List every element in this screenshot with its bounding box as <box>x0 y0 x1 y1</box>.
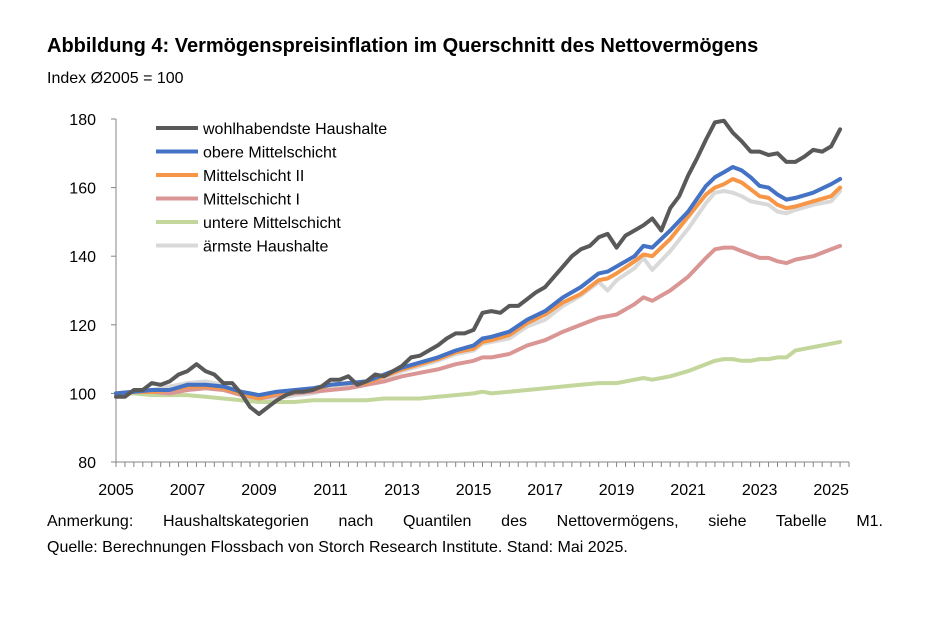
x-tick-label: 2009 <box>241 482 277 499</box>
chart-legend: wohlhabendste Haushalte obere Mittelschic… <box>156 121 387 256</box>
figure-title: Abbildung 4: Vermögenspreisinflation im … <box>47 35 759 57</box>
x-tick-label: 2015 <box>456 482 492 499</box>
y-tick-label: 120 <box>69 318 96 335</box>
chart-source: Quelle: Berechnungen Flossbach von Storc… <box>47 539 628 556</box>
series-line-2 <box>114 165 843 398</box>
series-line-1 <box>114 118 843 416</box>
legend-label: ärmste Haushalte <box>203 239 328 256</box>
series-line-3 <box>114 177 843 401</box>
legend-label: wohlhabendste Haushalte <box>202 121 387 138</box>
y-tick-label: 180 <box>69 112 96 129</box>
x-tick-label: 2007 <box>170 482 206 499</box>
series-line-5 <box>114 339 843 404</box>
chart-series <box>114 118 843 416</box>
x-tick-label: 2025 <box>813 482 849 499</box>
y-tick-label: 160 <box>69 181 96 198</box>
y-tick-label: 80 <box>78 455 96 472</box>
chart-axes: 80 100 120 140 160 180 2005 2007 2009 2011 2013 201… <box>69 112 850 499</box>
x-tick-label: 2023 <box>742 482 778 499</box>
x-tick-label: 2005 <box>98 482 134 499</box>
y-tick-label: 100 <box>69 386 96 403</box>
x-tick-label: 2013 <box>384 482 420 499</box>
x-tick-label: 2011 <box>313 482 348 499</box>
y-tick-label: 140 <box>69 249 96 266</box>
x-tick-label: 2017 <box>527 482 563 499</box>
legend-label: untere Mittelschicht <box>203 215 341 232</box>
figure-subtitle: Index Ø2005 = 100 <box>47 70 184 87</box>
legend-label: Mittelschicht II <box>203 168 304 185</box>
legend-label: obere Mittelschicht <box>203 145 337 162</box>
chart-note: Anmerkung: Haushaltskategorien nach Quan… <box>47 513 883 530</box>
legend-label: Mittelschicht I <box>203 192 300 209</box>
x-tick-label: 2021 <box>670 482 706 499</box>
x-tick-label: 2019 <box>599 482 635 499</box>
